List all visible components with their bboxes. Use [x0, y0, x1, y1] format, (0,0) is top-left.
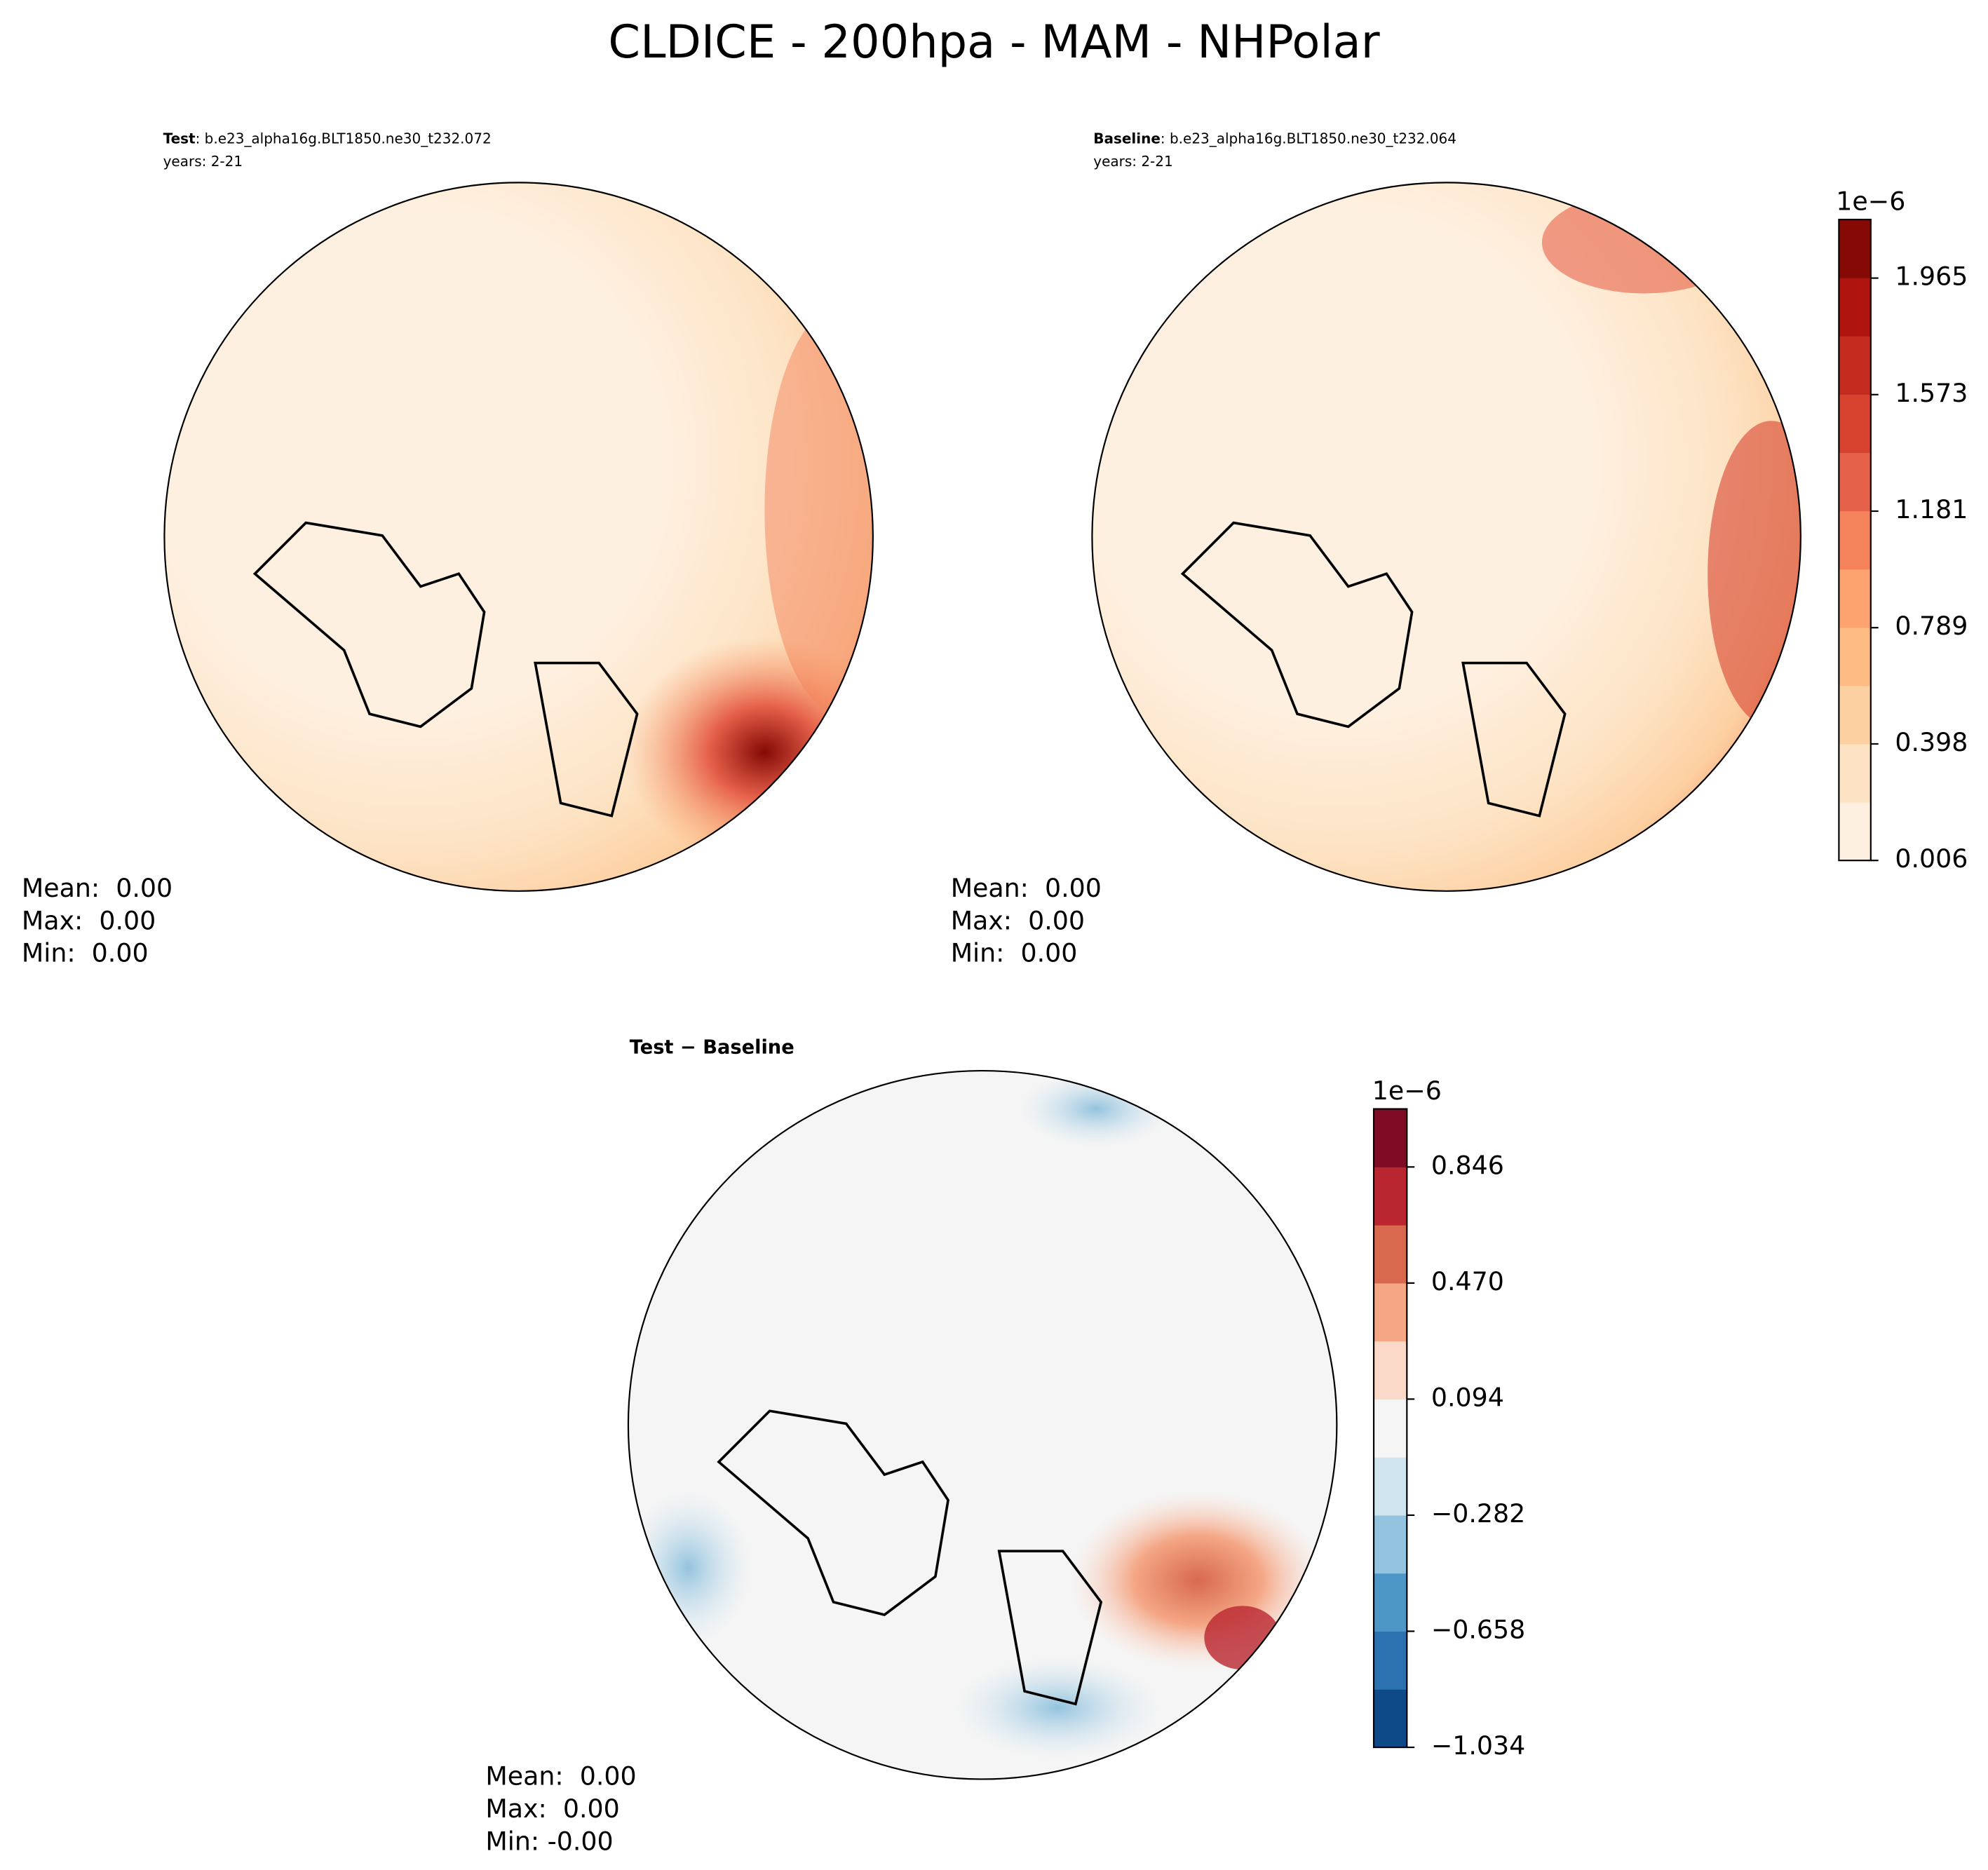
colorbar-band: [1374, 1109, 1407, 1167]
colorbar-exponent: 1e−6: [1836, 186, 1905, 216]
panel-label-rest: : b.e23_alpha16g.BLT1850.ne30_t232.072: [196, 130, 492, 147]
colorbar-frame: [1838, 218, 1872, 862]
panel-label-rest: : b.e23_alpha16g.BLT1850.ne30_t232.064: [1161, 130, 1456, 147]
colorbar-tick-label: 1.573: [1895, 378, 1968, 408]
panel-label-bold: Test − Baseline: [630, 1036, 794, 1058]
colorbar-band: [1374, 1515, 1407, 1574]
colorbar-tick-label: −0.658: [1431, 1614, 1525, 1644]
colorbar-exponent: 1e−6: [1372, 1076, 1442, 1106]
stat: Mean: 0.00: [485, 1761, 636, 1791]
stat: Max: 0.00: [951, 905, 1085, 935]
panel-label-bold: Test: [163, 130, 196, 147]
map: [1092, 182, 1801, 891]
colorbar-band: [1839, 510, 1871, 570]
colorbar-tick-label: 1.181: [1895, 494, 1968, 524]
colorbar-tick-label: 0.006: [1895, 843, 1968, 874]
colorbar-tick-label: 0.789: [1895, 611, 1968, 641]
stat: Mean: 0.00: [22, 873, 173, 903]
colorbar-tick-label: 1.965: [1895, 262, 1968, 292]
map: [164, 182, 873, 891]
colorbar-band: [1374, 1573, 1407, 1632]
panel-label: Test − Baseline: [630, 1036, 794, 1058]
colorbar-band: [1839, 802, 1871, 861]
colorbar-band: [1839, 452, 1871, 512]
coastline: [1180, 521, 1567, 818]
colorbar-band: [1374, 1225, 1407, 1284]
panel-label: Test: b.e23_alpha16g.BLT1850.ne30_t232.0…: [163, 130, 492, 147]
colorbar-band: [1374, 1282, 1407, 1342]
colorbar-band: [1374, 1631, 1407, 1690]
colorbar-band: [1839, 278, 1871, 337]
colorbar-band: [1839, 569, 1871, 628]
colorbar-tick-label: 0.470: [1431, 1266, 1504, 1296]
stat: Max: 0.00: [22, 905, 156, 935]
stat: Mean: 0.00: [951, 873, 1102, 903]
map-border: [163, 182, 874, 892]
panel-label: Baseline: b.e23_alpha16g.BLT1850.ne30_t2…: [1093, 130, 1456, 147]
colorbar-band: [1839, 743, 1871, 803]
stat: Max: 0.00: [485, 1794, 619, 1824]
colorbar-band: [1839, 336, 1871, 395]
colorbar-band: [1374, 1457, 1407, 1516]
colorbar-tick-label: −0.282: [1431, 1498, 1525, 1529]
stat: Min: 0.00: [951, 938, 1078, 968]
map-border: [1091, 182, 1801, 892]
colorbar-band: [1839, 219, 1871, 278]
colorbar-tick-label: 0.094: [1431, 1382, 1504, 1412]
coastline: [717, 1409, 1103, 1706]
colorbar-band: [1374, 1689, 1407, 1748]
colorbar-band: [1374, 1399, 1407, 1458]
stat: Min: 0.00: [22, 938, 149, 968]
panel-years: years: 2-21: [163, 153, 243, 170]
figure-title: CLDICE - 200hpa - MAM - NHPolar: [608, 15, 1379, 69]
colorbar-band: [1839, 685, 1871, 745]
colorbar-band: [1839, 394, 1871, 454]
colorbar-band: [1839, 627, 1871, 686]
colorbar-band: [1374, 1167, 1407, 1226]
panel-years: years: 2-21: [1093, 153, 1172, 170]
colorbar-tick-label: 0.846: [1431, 1150, 1504, 1180]
colorbar-tick-label: 0.398: [1895, 727, 1968, 757]
colorbar-frame: [1372, 1108, 1408, 1749]
colorbar-band: [1374, 1341, 1407, 1400]
colorbar-tick-label: −1.034: [1431, 1730, 1525, 1761]
stat: Min: -0.00: [485, 1826, 613, 1856]
map-border: [627, 1069, 1338, 1780]
coastline: [252, 521, 639, 818]
panel-label-bold: Baseline: [1093, 130, 1161, 147]
